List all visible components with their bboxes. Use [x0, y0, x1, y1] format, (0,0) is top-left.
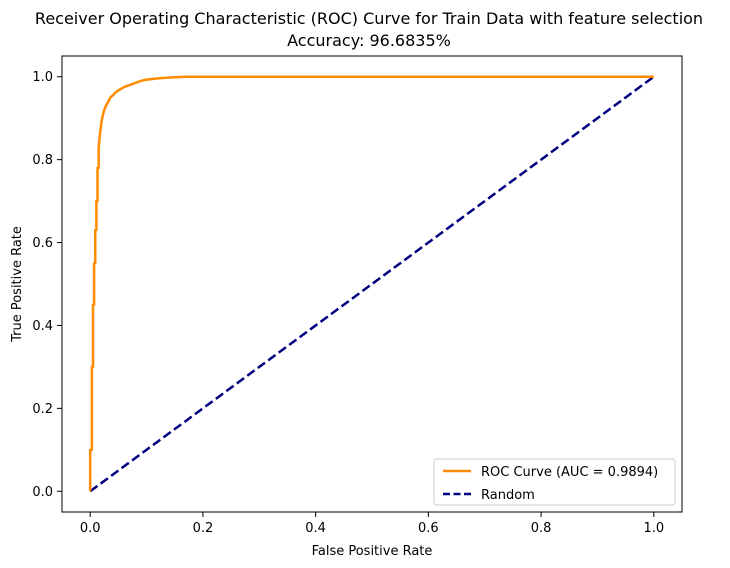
series-line-roc [88, 75, 654, 492]
y-tick-label: 0.0 [32, 485, 53, 500]
plot-frame [61, 55, 683, 513]
chart-title: Receiver Operating Characteristic (ROC) … [35, 9, 703, 28]
x-tick-label: 0.8 [531, 521, 552, 536]
x-tick-label: 0.4 [305, 521, 326, 536]
legend-box [433, 458, 676, 506]
x-tick-label: 0.0 [80, 521, 101, 536]
y-tick-label: 0.4 [32, 319, 53, 334]
legend: ROC Curve (AUC = 0.9894) Random [433, 458, 676, 506]
y-tick-label: 1.0 [32, 70, 53, 85]
x-tick-label: 0.6 [418, 521, 439, 536]
x-tick-label: 1.0 [643, 521, 664, 536]
series-line-random [89, 75, 655, 493]
chart-subtitle: Accuracy: 96.6835% [287, 31, 451, 50]
series-layer [88, 75, 655, 493]
ticks-layer: 0.0 0.2 0.4 0.6 0.8 1.0 0.0 0.2 0.4 0.6 0.8 1.0 [32, 70, 664, 536]
y-tick-label: 0.2 [32, 402, 53, 417]
y-axis-label: True Positive Rate [10, 226, 25, 343]
legend-label-roc: ROC Curve (AUC = 0.9894) [481, 465, 658, 480]
x-tick-label: 0.2 [193, 521, 214, 536]
legend-label-random: Random [481, 488, 535, 503]
x-axis-label: False Positive Rate [312, 544, 433, 559]
y-tick-label: 0.6 [32, 236, 53, 251]
y-tick-label: 0.8 [32, 153, 53, 168]
